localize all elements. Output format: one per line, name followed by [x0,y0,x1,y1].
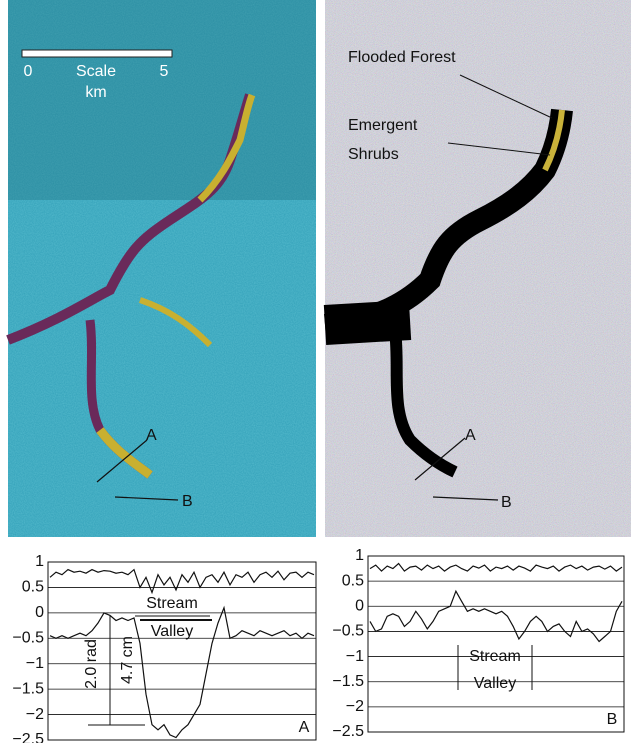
plot-frame [368,556,624,732]
profile-label: B [501,494,512,511]
right-image: Flooded Forest Emergent Shrubs A B [325,0,631,537]
profile-label: B [182,493,193,510]
data-line [50,570,314,593]
annotation: Flooded Forest [348,49,456,66]
annotation: Shrubs [348,146,399,163]
annotation: Emergent [348,117,418,134]
y-tick-label: 1 [35,553,44,570]
y-tick-label: −2.5 [12,731,44,743]
scale-end: 5 [160,63,169,80]
y-tick-label: 0.5 [22,579,44,596]
y-tick-label: 1 [355,547,364,564]
y-tick-label: −1.5 [12,680,44,697]
y-tick-label: 0.5 [342,572,364,589]
profile-label: A [465,427,476,444]
chart-annotations: Stream Valley 2.0 rad 4.7 cm Stream Vall… [83,595,532,725]
annotation: Stream [146,595,198,612]
y-tick-label: −0.5 [12,630,44,647]
annotation: Valley [151,623,193,640]
scale-start: 0 [24,63,33,80]
scale-unit: km [85,84,106,101]
y-tick-label: −2 [26,706,44,723]
profile-label: A [146,427,157,444]
scale-label: Scale [76,63,116,80]
panel-label: B [607,711,618,728]
y-tick-label: −0.5 [332,623,364,640]
figure: 0 Scale 5 km A B Flooded Forest Emergent… [0,0,631,743]
annotation: 4.7 cm [119,636,136,684]
annotation: Valley [474,675,516,692]
y-tick-label: −1 [26,655,44,672]
left-image: 0 Scale 5 km A B [8,0,316,537]
y-tick-label: −2.5 [332,723,364,740]
y-tick-label: 0 [35,604,44,621]
y-tick-label: 0 [355,598,364,615]
y-tick-label: −2 [346,698,364,715]
data-line [370,564,622,572]
y-tick-label: −1.5 [332,673,364,690]
y-tick-label: −1 [346,648,364,665]
data-line [370,591,622,641]
panel-label: A [299,719,310,736]
